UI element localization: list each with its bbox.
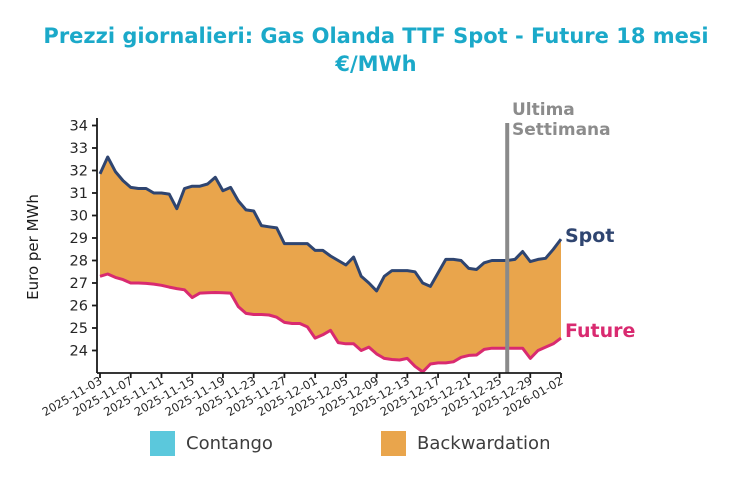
vline-annotation-line1: Ultima (512, 100, 575, 120)
y-tick-label: 25 (70, 321, 88, 337)
y-tick-label: 30 (70, 209, 88, 225)
spot-series-label: Spot (565, 225, 615, 247)
backwardation-swatch-icon (381, 431, 406, 456)
y-tick-label: 27 (70, 276, 88, 292)
y-tick-label: 24 (70, 344, 88, 360)
y-tick-label: 34 (70, 119, 88, 135)
vline-annotation-line2: Settimana (512, 120, 611, 140)
chart-title-line2: €/MWh (335, 52, 417, 76)
y-tick-label: 26 (70, 299, 88, 315)
chart-title: Prezzi giornalieri: Gas Olanda TTF Spot … (0, 22, 752, 78)
y-tick-label: 33 (70, 141, 88, 157)
legend-label-backwardation: Backwardation (417, 433, 551, 454)
y-tick-label: 31 (70, 186, 88, 202)
future-line (99, 272, 562, 374)
legend-label-contango: Contango (186, 433, 273, 454)
y-tick-label: 29 (70, 231, 88, 247)
vline-annotation: Ultima Settimana (512, 100, 611, 140)
contango-swatch-icon (150, 431, 175, 456)
chart-title-line1: Prezzi giornalieri: Gas Olanda TTF Spot … (43, 24, 709, 48)
y-tick-label: 32 (70, 164, 88, 180)
future-series-label: Future (565, 320, 636, 342)
y-tick-label: 28 (70, 254, 88, 270)
spot-line (98, 155, 563, 293)
legend-item-contango: Contango (150, 431, 273, 456)
backwardation-area (100, 157, 561, 372)
legend-item-backwardation: Backwardation (381, 431, 550, 456)
